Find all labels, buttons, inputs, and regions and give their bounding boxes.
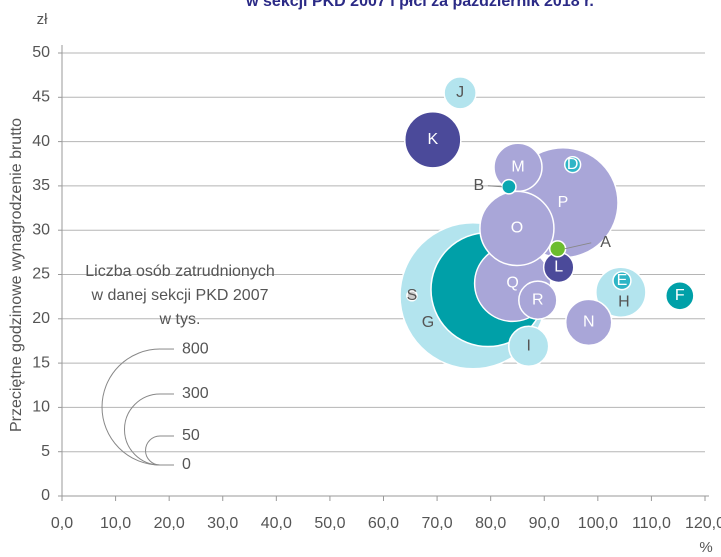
y-unit: zł <box>37 11 49 28</box>
y-tick-label: 15 <box>32 354 50 371</box>
y-tick-label: 0 <box>41 487 50 504</box>
y-tick-label: 30 <box>32 221 50 238</box>
legend-title: w tys. <box>159 311 201 328</box>
x-tick-label: 120,0 <box>685 515 721 532</box>
bubble <box>563 155 582 174</box>
bubble-label: H <box>618 293 630 310</box>
x-tick-label: 60,0 <box>368 515 399 532</box>
legend-label: 50 <box>182 427 200 444</box>
bubble-label: P <box>558 194 569 211</box>
bubble <box>612 271 632 291</box>
legend-label: 0 <box>182 456 191 473</box>
bubble <box>595 266 647 318</box>
legend-label: 300 <box>182 385 209 402</box>
bubble <box>406 289 418 302</box>
bubble-label: R <box>532 291 544 308</box>
legend-circle <box>145 435 161 466</box>
bubble-label: D <box>567 156 579 173</box>
x-tick-label: 70,0 <box>422 515 453 532</box>
legend-circle <box>124 393 161 466</box>
bubble <box>493 142 543 193</box>
bubble <box>548 240 567 258</box>
bubble-label: E <box>617 272 628 289</box>
bubble <box>665 280 695 311</box>
bubble-label: J <box>456 84 464 101</box>
legend-title: w danej sekcji PKD 2007 <box>91 287 269 304</box>
x-tick-label: 20,0 <box>154 515 185 532</box>
x-tick-label: 30,0 <box>207 515 238 532</box>
y-tick-label: 25 <box>32 266 50 283</box>
x-tick-label: 100,0 <box>578 515 618 532</box>
bubble <box>507 325 550 367</box>
bubble-label: I <box>526 337 530 354</box>
bubble-label: A <box>600 234 611 251</box>
bubble-label: N <box>583 314 595 331</box>
y-tick-label: 5 <box>41 443 50 460</box>
legend-circle <box>101 348 161 466</box>
legend-title: Liczba osób zatrudnionych <box>85 263 274 280</box>
x-unit: % <box>699 539 712 556</box>
bubble <box>443 76 477 110</box>
x-tick-label: 80,0 <box>475 515 506 532</box>
bubble-label: B <box>474 177 485 194</box>
bubble-label: O <box>511 220 523 237</box>
x-tick-label: 10,0 <box>100 515 131 532</box>
x-tick-label: 50,0 <box>314 515 345 532</box>
y-tick-label: 50 <box>32 44 50 61</box>
y-tick-label: 10 <box>32 399 50 416</box>
x-tick-label: 90,0 <box>529 515 560 532</box>
legend-label: 800 <box>182 340 209 357</box>
y-tick-label: 40 <box>32 133 50 150</box>
bubble-label: Q <box>506 275 518 292</box>
y-axis-label: Przeciętne godzinowe wynagrodzenie brutt… <box>8 118 25 432</box>
label-leader <box>564 242 592 250</box>
x-tick-label: 0,0 <box>51 515 73 532</box>
bubble <box>564 298 613 347</box>
bubble-label: S <box>407 287 418 304</box>
chart-title: w sekcji PKD 2007 i płci za październik … <box>245 0 594 10</box>
label-leader <box>487 185 502 188</box>
bubble <box>404 111 462 169</box>
bubble-label: L <box>554 259 563 276</box>
bubble-label: K <box>427 131 438 148</box>
bubble <box>501 178 517 195</box>
bubble-label: F <box>675 287 685 304</box>
x-tick-label: 40,0 <box>261 515 292 532</box>
y-tick-label: 45 <box>32 89 50 106</box>
bubble <box>518 280 558 320</box>
y-tick-label: 35 <box>32 177 50 194</box>
y-tick-label: 20 <box>32 310 50 327</box>
bubble-label: G <box>422 314 434 331</box>
x-tick-label: 110,0 <box>632 515 671 532</box>
bubble-label: M <box>511 159 524 176</box>
